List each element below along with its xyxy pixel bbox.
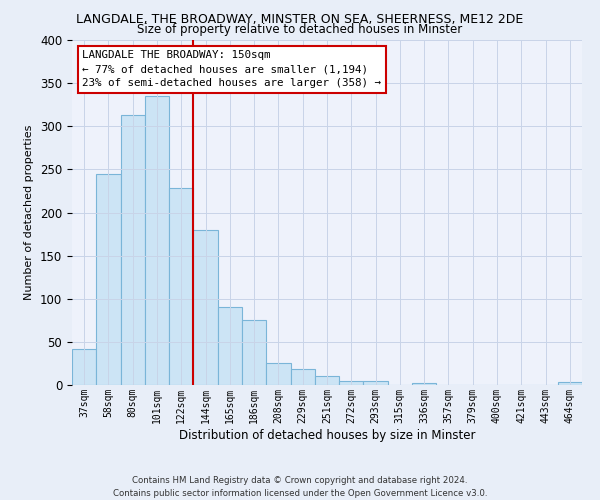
Bar <box>72 349 96 385</box>
Bar <box>169 188 193 385</box>
Text: Contains HM Land Registry data © Crown copyright and database right 2024.
Contai: Contains HM Land Registry data © Crown c… <box>113 476 487 498</box>
Bar <box>242 320 266 385</box>
Bar <box>266 364 290 385</box>
Text: Size of property relative to detached houses in Minster: Size of property relative to detached ho… <box>137 22 463 36</box>
Bar <box>364 380 388 385</box>
Bar <box>145 96 169 385</box>
Text: LANGDALE THE BROADWAY: 150sqm
← 77% of detached houses are smaller (1,194)
23% o: LANGDALE THE BROADWAY: 150sqm ← 77% of d… <box>82 50 381 88</box>
Text: LANGDALE, THE BROADWAY, MINSTER ON SEA, SHEERNESS, ME12 2DE: LANGDALE, THE BROADWAY, MINSTER ON SEA, … <box>76 12 524 26</box>
Bar <box>218 308 242 385</box>
Bar <box>412 384 436 385</box>
Bar <box>121 115 145 385</box>
Y-axis label: Number of detached properties: Number of detached properties <box>25 125 34 300</box>
Bar <box>290 370 315 385</box>
Bar <box>96 174 121 385</box>
Bar <box>193 230 218 385</box>
Bar <box>339 380 364 385</box>
Bar <box>558 382 582 385</box>
X-axis label: Distribution of detached houses by size in Minster: Distribution of detached houses by size … <box>179 428 475 442</box>
Bar <box>315 376 339 385</box>
